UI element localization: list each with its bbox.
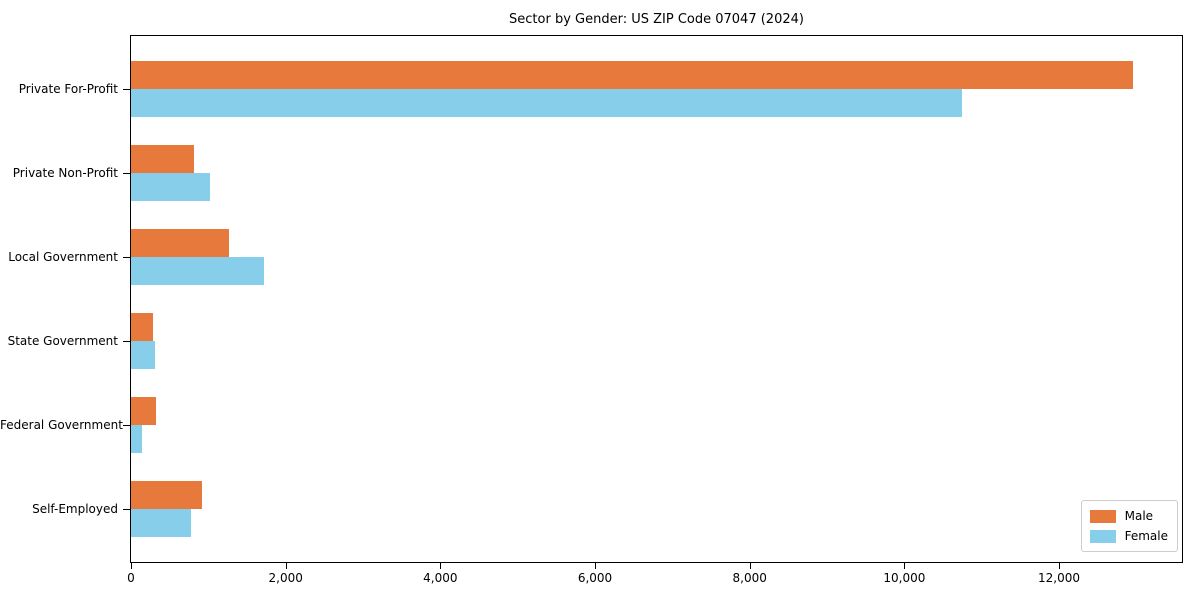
xtick-mark-5	[904, 563, 906, 569]
ytick-mark-5	[123, 509, 130, 511]
xtick-mark-3	[595, 563, 597, 569]
bar-male-5	[131, 481, 202, 510]
bar-male-3	[131, 313, 154, 342]
category-label-4: Federal Government	[0, 418, 123, 433]
xtick-label-2: 4,000	[423, 571, 458, 585]
bar-male-0	[131, 60, 1133, 89]
xtick-mark-2	[440, 563, 442, 569]
xtick-mark-1	[285, 563, 287, 569]
bar-female-2	[131, 256, 264, 285]
legend-item-male: Male	[1089, 506, 1168, 526]
ytick-mark-4	[123, 425, 130, 427]
category-label-5: Self-Employed	[32, 502, 118, 517]
ytick-mark-3	[123, 341, 130, 343]
xtick-label-6: 12,000	[1038, 571, 1081, 585]
xtick-mark-6	[1059, 563, 1061, 569]
xtick-mark-0	[131, 563, 132, 569]
plot-area: Male Female	[130, 35, 1183, 563]
ytick-mark-2	[123, 256, 130, 258]
ytick-mark-1	[123, 172, 130, 174]
bar-female-0	[131, 88, 963, 117]
legend-item-female: Female	[1089, 526, 1168, 546]
bar-male-2	[131, 228, 229, 257]
bar-female-5	[131, 509, 191, 538]
xtick-label-4: 8,000	[732, 571, 767, 585]
bar-female-3	[131, 341, 155, 370]
legend-swatch-male	[1089, 509, 1116, 523]
xtick-label-3: 6,000	[577, 571, 613, 585]
legend-label-female: Female	[1124, 529, 1168, 543]
xtick-label-1: 2,000	[268, 571, 303, 585]
legend-label-male: Male	[1124, 509, 1154, 523]
xtick-mark-4	[749, 563, 751, 569]
bar-male-1	[131, 144, 194, 173]
bar-female-1	[131, 172, 210, 201]
legend-swatch-female	[1089, 529, 1116, 543]
legend: Male Female	[1080, 500, 1178, 552]
category-label-2: Local Government	[8, 249, 118, 264]
bar-female-4	[131, 425, 142, 454]
bar-male-4	[131, 397, 156, 426]
category-label-3: State Government	[7, 334, 118, 349]
category-label-1: Private Non-Profit	[12, 165, 118, 180]
xtick-label-5: 10,000	[883, 571, 926, 585]
chart-title: Sector by Gender: US ZIP Code 07047 (202…	[509, 12, 804, 27]
xtick-label-0: 0	[127, 571, 135, 585]
ytick-mark-0	[123, 88, 130, 90]
category-label-0: Private For-Profit	[18, 81, 118, 96]
